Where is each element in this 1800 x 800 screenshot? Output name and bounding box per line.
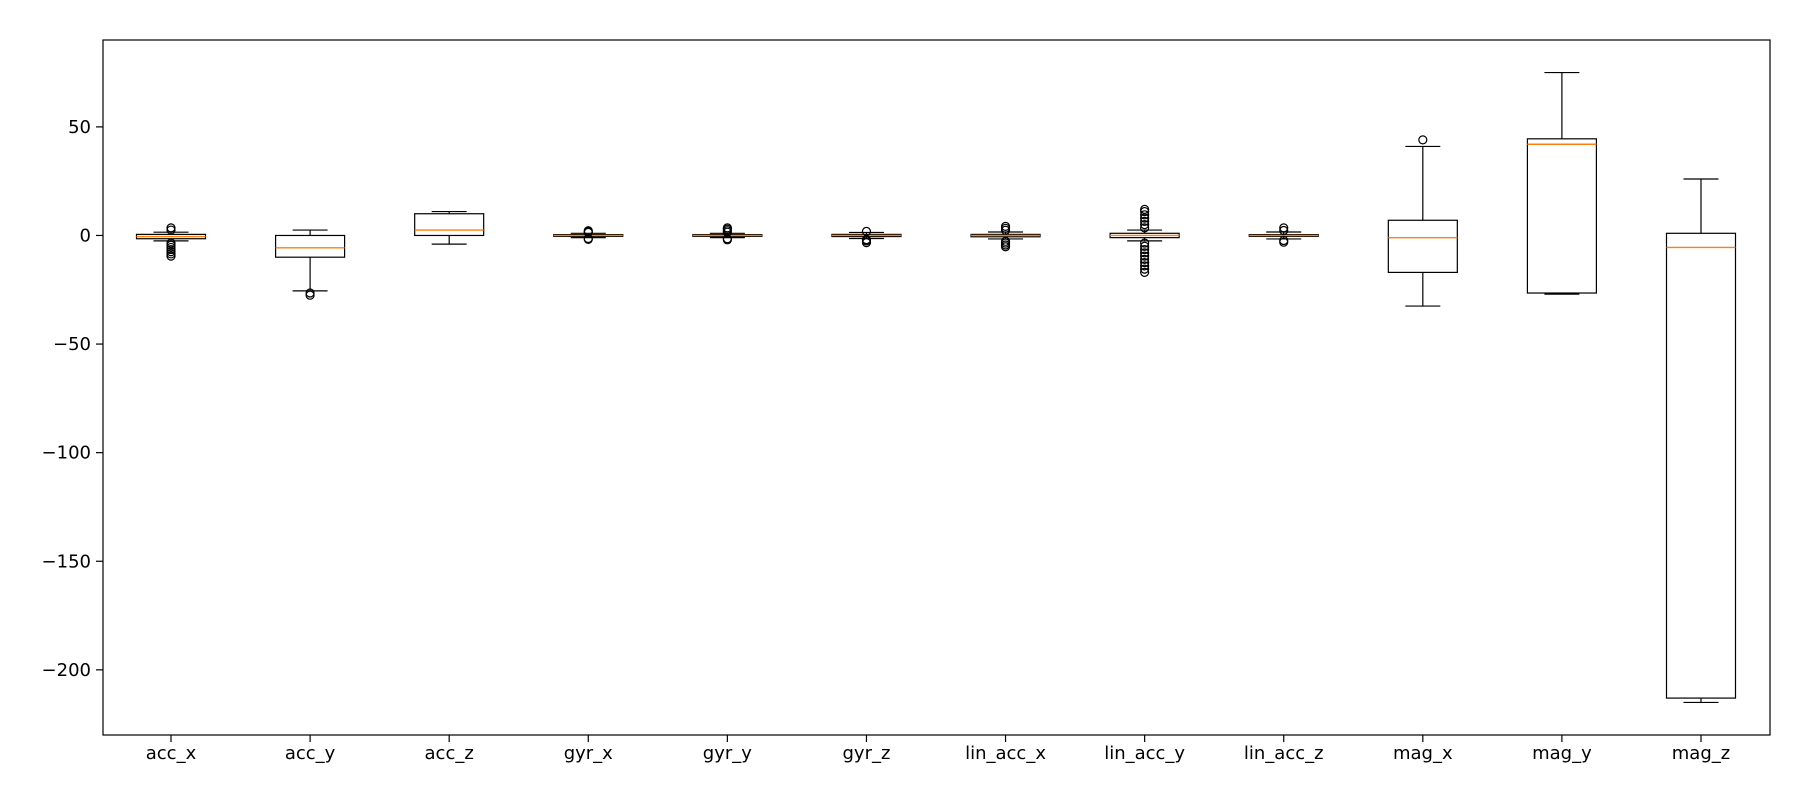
y-tick-label: −150 — [42, 551, 91, 572]
flier-point — [1418, 135, 1428, 145]
x-tick-label: lin_acc_y — [1104, 743, 1185, 764]
flier-point — [305, 290, 315, 300]
box-iqr — [274, 234, 346, 258]
box-lin_acc_x — [970, 221, 1041, 252]
flier-point — [166, 238, 176, 248]
x-tick-label: mag_x — [1393, 743, 1453, 764]
flier-point — [1140, 210, 1150, 220]
box-mag_x — [1387, 135, 1458, 307]
flier-point — [1140, 261, 1150, 271]
y-tick-label: −100 — [42, 443, 91, 464]
box-acc_x — [135, 223, 207, 261]
flier-point — [1279, 235, 1289, 246]
box-lin_acc_z — [1248, 223, 1319, 247]
flier-point — [1000, 221, 1011, 231]
y-tick-label: −200 — [42, 660, 91, 681]
x-tick-label: gyr_z — [842, 743, 890, 764]
plot-frame — [102, 39, 1771, 736]
box-iqr — [1526, 138, 1598, 294]
flier-point — [1140, 248, 1150, 258]
y-tick-label: −50 — [53, 334, 91, 355]
flier-point — [1000, 236, 1011, 246]
flier-point — [166, 223, 176, 233]
y-tick-label: 50 — [68, 117, 91, 138]
flier-point — [1140, 264, 1150, 274]
flier-point — [1140, 223, 1150, 233]
x-tick-label: mag_z — [1672, 743, 1730, 764]
box-mag_y — [1526, 71, 1598, 295]
box-gyr_y — [692, 223, 763, 245]
flier-point — [1140, 216, 1150, 226]
flier-point — [1140, 238, 1150, 248]
flier-point — [1140, 267, 1150, 277]
flier-point — [1140, 213, 1150, 223]
box-iqr — [414, 213, 485, 237]
x-tick-label: lin_acc_x — [965, 743, 1046, 764]
box-acc_z — [414, 210, 485, 245]
x-tick-label: acc_x — [146, 743, 197, 764]
box-iqr — [1387, 219, 1458, 273]
box-gyr_x — [553, 226, 624, 244]
box-lin_acc_y — [1109, 204, 1180, 277]
flier-point — [1140, 244, 1150, 255]
flier-point — [1140, 258, 1150, 268]
flier-point — [1140, 241, 1150, 251]
x-tick-label: acc_y — [285, 743, 336, 764]
x-tick-label: acc_z — [425, 743, 474, 764]
flier-point — [1279, 225, 1289, 236]
box-acc_y — [274, 229, 346, 300]
box-iqr — [1665, 232, 1737, 699]
box-mag_z — [1665, 178, 1737, 704]
x-tick-label: gyr_x — [564, 743, 613, 764]
x-tick-label: lin_acc_z — [1244, 743, 1324, 764]
flier-point — [1140, 254, 1150, 264]
flier-point — [1279, 223, 1289, 233]
x-tick-label: mag_y — [1532, 743, 1592, 764]
labels-layer: 50 0 −50 −100 −150 −200 acc_x acc_y acc_z gyr_x gy… — [42, 117, 1731, 764]
flier-point — [1140, 220, 1150, 230]
boxes-layer — [135, 71, 1737, 704]
axes-layer — [96, 39, 1771, 742]
flier-point — [583, 226, 593, 236]
y-tick-label: 0 — [80, 225, 91, 246]
flier-point — [1140, 204, 1150, 215]
flier-point — [1140, 251, 1150, 261]
box-gyr_z — [831, 226, 902, 248]
flier-point — [722, 223, 732, 233]
x-tick-label: gyr_y — [703, 743, 752, 764]
flier-point — [861, 226, 872, 236]
